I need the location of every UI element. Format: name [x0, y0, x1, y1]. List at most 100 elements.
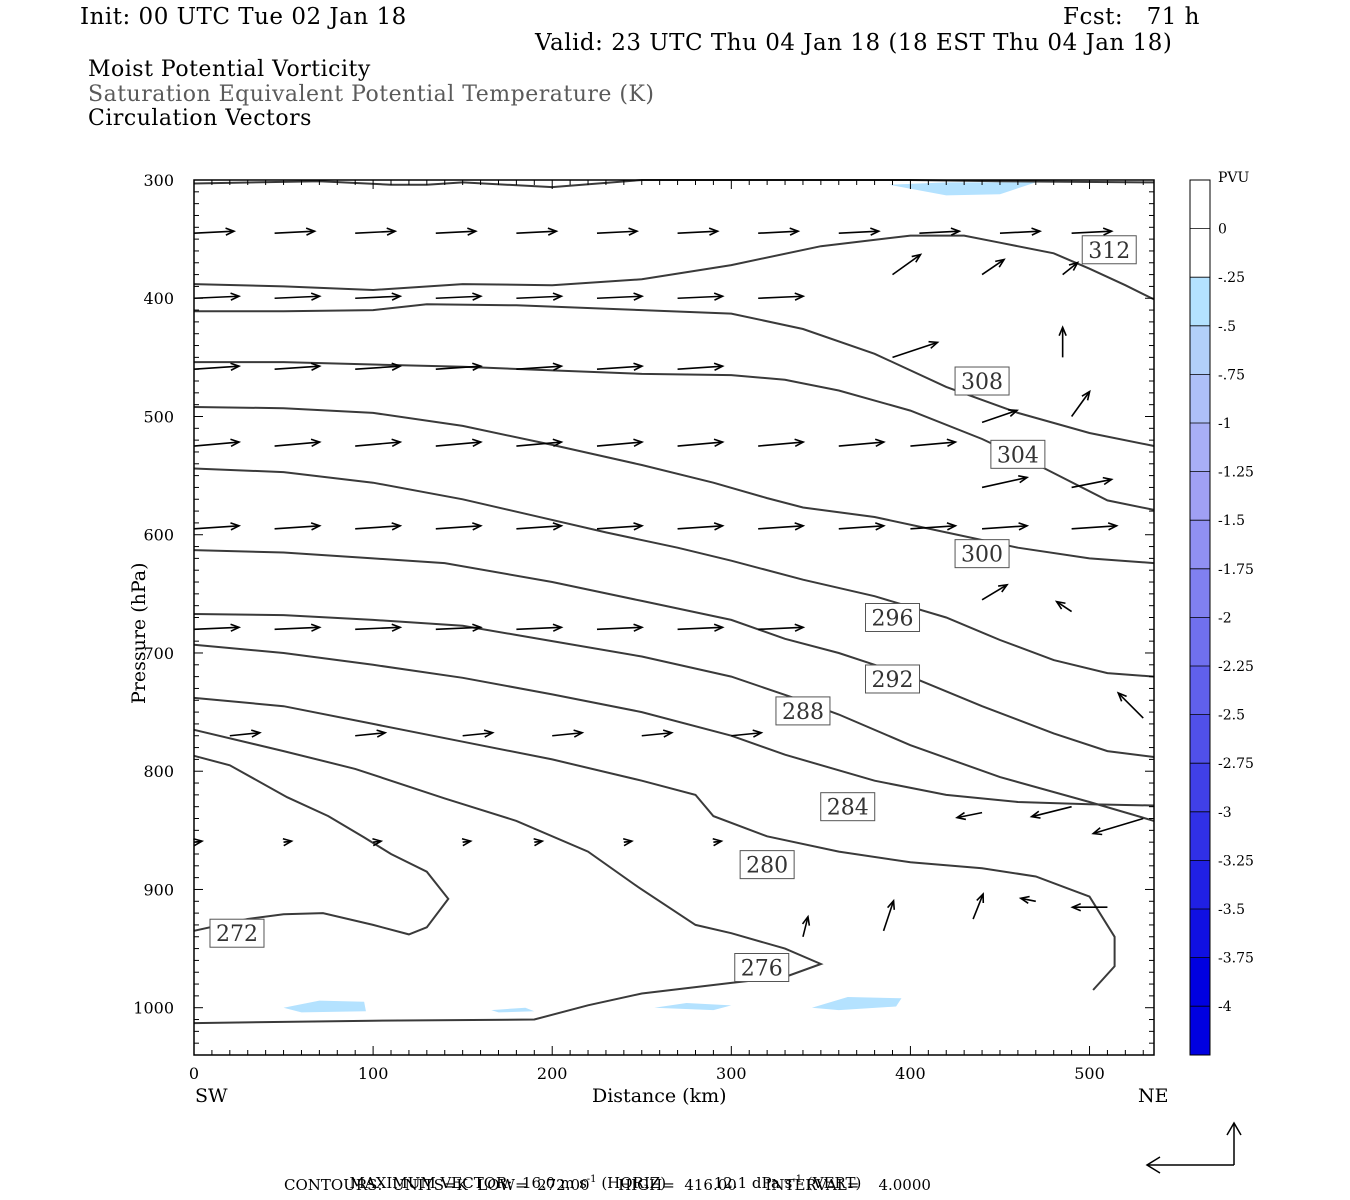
y-tick-label: 300	[143, 171, 174, 190]
colorbar-label: 0	[1218, 222, 1227, 238]
y-tick-label: 400	[143, 289, 174, 308]
vector-arrow-51	[355, 623, 403, 632]
contour-272	[193, 754, 450, 936]
left-end-label: SW	[195, 1085, 228, 1107]
contour-labels: 272 276 280 284 288 292 296 300 304 308 312	[209, 235, 1137, 982]
vector-arrow-68	[622, 837, 634, 847]
colorbar-swatch	[1190, 763, 1210, 812]
vector-arrow-75	[981, 408, 1020, 424]
contour-label: 284	[827, 796, 869, 821]
vector-arrow-35	[838, 438, 886, 447]
title-vectors: Circulation Vectors	[88, 106, 312, 131]
contour-276	[193, 728, 824, 1025]
vector-arrow-38	[274, 522, 322, 531]
contour-308	[194, 303, 1155, 447]
vector-arrow-83	[1029, 805, 1072, 819]
colorbar-label: -2.25	[1218, 659, 1254, 675]
x-tick-label: 200	[537, 1064, 568, 1083]
vector-arrow-44	[758, 522, 806, 531]
vector-arrow-85	[1070, 902, 1108, 912]
vector-arrow-81	[1116, 691, 1144, 719]
vector-arrow-23	[435, 362, 483, 371]
vector-arrow-88	[972, 892, 985, 920]
vector-arrow-13	[274, 292, 322, 301]
contour-label-box	[865, 603, 921, 632]
vector-arrow-77	[981, 475, 1030, 489]
colorbar-swatch	[1190, 666, 1210, 715]
valid-time: Valid: 23 UTC Thu 04 Jan 18 (18 EST Thu …	[535, 30, 1173, 56]
vector-arrow-18	[677, 292, 725, 301]
footer-contours: CONTOURS: UNITS=K LOW= 272.00 HIGH= 416.…	[284, 1176, 931, 1194]
y-tick-label: 700	[143, 644, 174, 663]
y-tick-label: 800	[143, 762, 174, 781]
vector-arrow-25	[596, 362, 645, 371]
title-theta-es: Saturation Equivalent Potential Temperat…	[88, 82, 655, 107]
contour-label-box	[990, 439, 1046, 469]
colorbar-swatch	[1190, 471, 1210, 521]
right-end-label: NE	[1138, 1085, 1169, 1107]
axes: 300 400 500 600 700 800 900 1000 0 100 200 300 400 50…	[133, 171, 1154, 1083]
vector-arrow-65	[372, 837, 384, 847]
vector-arrow-40	[435, 522, 483, 531]
reference-vector-icon	[1145, 1121, 1242, 1174]
contour-292	[193, 549, 1155, 758]
pv-shade-2	[491, 1007, 535, 1013]
vector-arrow-56	[758, 623, 806, 632]
colorbar-swatch	[1190, 423, 1210, 472]
vector-arrow-89	[801, 914, 811, 937]
x-tick-label: 400	[895, 1064, 926, 1083]
vector-arrow-80	[1054, 600, 1073, 613]
vector-arrow-45	[838, 522, 886, 531]
vector-arrow-20	[193, 362, 242, 371]
forecast-hour: Fcst: 71 h	[1063, 4, 1200, 30]
contour-304	[194, 361, 1155, 511]
title-mpv: Moist Potential Vorticity	[88, 57, 371, 82]
vector-arrow-27	[193, 438, 242, 447]
vector-arrow-33	[677, 438, 725, 447]
x-tick-label: 300	[716, 1064, 747, 1083]
x-tick-label: 500	[1074, 1064, 1105, 1083]
init-time: Init: 00 UTC Tue 02 Jan 18	[80, 4, 407, 30]
colorbar-swatch	[1190, 860, 1210, 909]
vector-arrow-54	[596, 623, 645, 632]
colorbar-swatch	[1190, 568, 1210, 618]
colorbar-swatch	[1190, 180, 1210, 229]
vector-arrow-4	[516, 227, 559, 236]
vector-arrow-6	[677, 227, 720, 236]
vector-arrow-10	[999, 227, 1043, 236]
y-tick-label: 500	[143, 407, 174, 426]
vector-arrow-87	[882, 898, 896, 932]
vector-arrow-71	[981, 258, 1006, 276]
colorbar-swatch	[1190, 957, 1210, 1007]
vector-arrow-72	[1062, 261, 1080, 276]
vector-arrow-21	[274, 362, 322, 371]
colorbar-label: -1	[1218, 416, 1232, 432]
vector-arrow-9	[919, 227, 962, 236]
colorbar-swatch	[1190, 520, 1210, 569]
vector-arrow-24	[516, 362, 564, 371]
contour-288	[193, 613, 1155, 822]
colorbar-swatch	[1190, 714, 1210, 764]
vector-arrow-17	[596, 292, 645, 301]
vector-arrow-5	[596, 227, 640, 236]
vector-arrow-28	[274, 438, 322, 447]
vector-arrow-59	[462, 729, 495, 738]
pv-shade-4	[811, 997, 902, 1011]
y-tick-label: 1000	[133, 999, 174, 1018]
contour-label: 272	[216, 922, 258, 947]
vector-arrow-73	[1058, 325, 1067, 358]
pv-colorbar: 0 -.25 -.5 -.75 -1 -1.25 -1.5 -1.75 -2 -2.25 -2.5 -…	[1189, 179, 1254, 1056]
contour-label: 312	[1088, 239, 1130, 264]
colorbar-swatch	[1190, 617, 1210, 666]
colorbar-swatch	[1190, 374, 1210, 423]
vector-arrow-46	[910, 522, 958, 531]
vector-arrow-64	[282, 837, 294, 847]
vector-arrow-41	[516, 522, 564, 531]
colorbar-label: -2.5	[1218, 708, 1245, 724]
colorbar-label: -3	[1218, 805, 1232, 821]
vector-arrow-0	[193, 227, 237, 236]
vector-arrow-76	[1070, 389, 1091, 417]
x-tick-label: 0	[189, 1064, 199, 1083]
contour-label: 308	[961, 370, 1003, 395]
pv-shade-1	[283, 1000, 366, 1013]
